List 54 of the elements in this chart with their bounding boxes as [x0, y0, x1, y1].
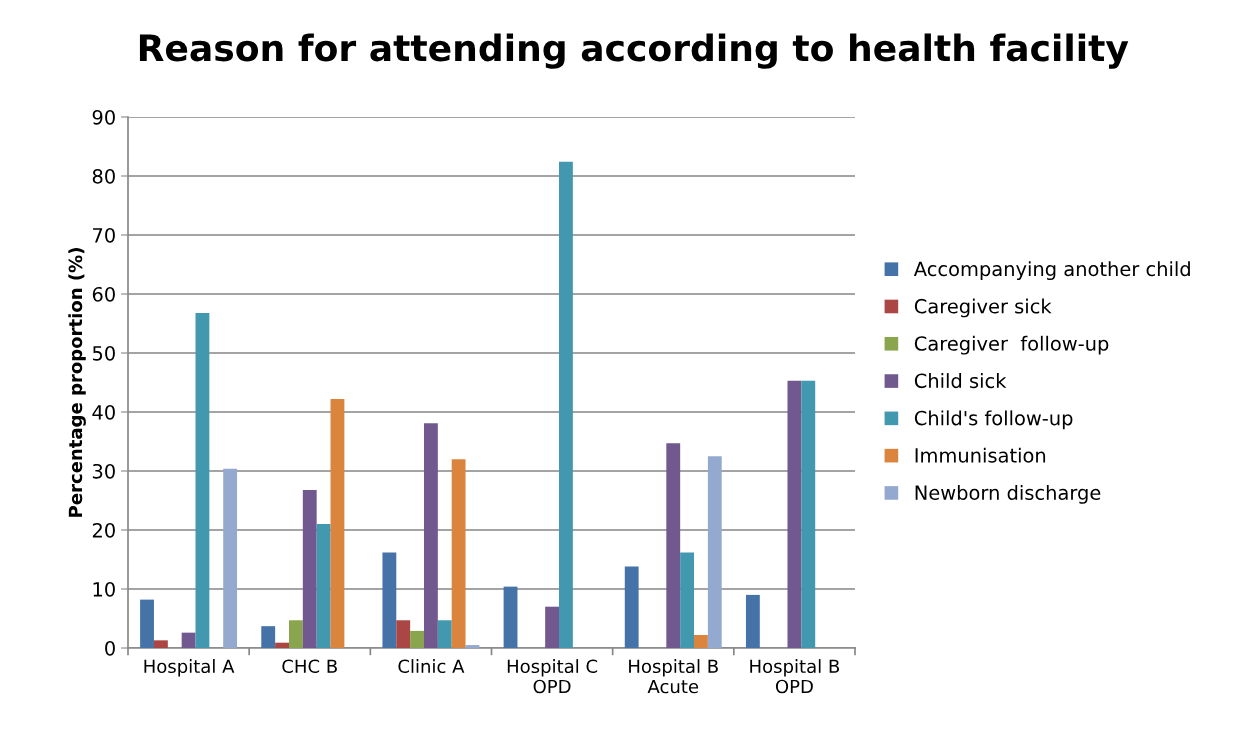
y-axis-title: Percentage proportion (%)	[68, 248, 86, 517]
bar	[316, 524, 331, 648]
bar	[330, 399, 345, 648]
x-tick-label: Hospital C OPD	[507, 659, 598, 694]
y-tick-label: 0	[105, 640, 115, 656]
bar	[451, 459, 466, 648]
y-tick-label: 60	[92, 286, 115, 302]
x-tick-label: Hospital A	[144, 659, 235, 677]
y-tick-label: 10	[93, 581, 115, 597]
bar	[801, 380, 816, 648]
bar	[261, 626, 276, 648]
bar	[465, 645, 480, 648]
x-tick-label: Hospital B Acute	[629, 659, 718, 694]
bar	[382, 552, 397, 648]
bar	[195, 312, 210, 648]
bar	[503, 586, 518, 648]
legend-label: Immunisation	[915, 447, 1046, 463]
legend-label: Child sick	[914, 373, 1007, 389]
y-tick-label: 90	[92, 109, 115, 125]
y-tick-label: 40	[92, 404, 115, 420]
x-tick-label: Hospital B OPD	[750, 659, 840, 694]
bar	[302, 489, 317, 648]
bar	[666, 443, 681, 648]
y-tick-label: 80	[92, 168, 115, 184]
legend-label: Child's follow-up	[914, 410, 1073, 430]
bar	[153, 640, 168, 648]
bar	[745, 594, 760, 648]
bar	[275, 642, 289, 648]
bar	[707, 456, 722, 648]
chart-title: Reason for attending according to health facility	[139, 33, 1129, 69]
bar	[288, 620, 303, 648]
legend-label: Newborn discharge	[915, 484, 1101, 504]
bar	[624, 566, 639, 648]
y-tick-label: 20	[92, 522, 115, 538]
bar	[410, 630, 424, 648]
bar	[680, 552, 695, 648]
bar	[181, 632, 196, 648]
y-tick-label: 70	[93, 227, 115, 243]
bar	[396, 620, 411, 648]
x-tick-label: Clinic A	[398, 659, 465, 674]
bar	[140, 599, 154, 648]
bar	[545, 606, 560, 648]
y-tick-label: 50	[92, 345, 115, 361]
legend-label: Accompanying another child	[913, 261, 1190, 281]
bar	[437, 620, 452, 648]
x-tick-label: CHC B	[282, 659, 337, 674]
y-tick-label: 30	[92, 463, 115, 479]
bar	[559, 161, 573, 648]
legend-label: Caregiver sick	[914, 298, 1052, 318]
bar	[694, 635, 708, 648]
bar	[787, 380, 802, 648]
bar	[223, 468, 238, 648]
bar	[423, 423, 438, 648]
legend-label: Caregiver follow-up	[914, 335, 1109, 355]
